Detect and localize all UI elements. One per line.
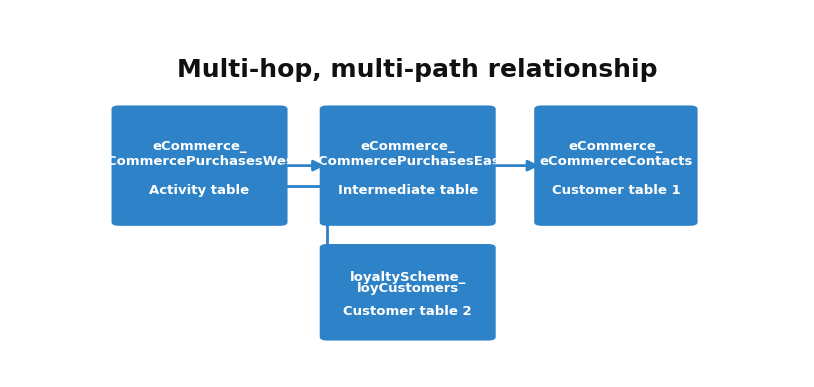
Text: Customer table 1: Customer table 1 <box>552 184 681 197</box>
FancyBboxPatch shape <box>112 105 287 226</box>
Text: Activity table: Activity table <box>150 184 250 197</box>
Text: eCommerce_: eCommerce_ <box>569 140 663 153</box>
FancyBboxPatch shape <box>320 105 496 226</box>
Text: eCommerce_: eCommerce_ <box>152 140 247 153</box>
Text: eCommerceContacts: eCommerceContacts <box>539 155 693 168</box>
Text: eCommerce_: eCommerce_ <box>361 140 455 153</box>
Text: loyCustomers: loyCustomers <box>357 282 459 295</box>
Text: Customer table 2: Customer table 2 <box>344 305 472 319</box>
FancyBboxPatch shape <box>320 244 496 341</box>
Text: Intermediate table: Intermediate table <box>338 184 478 197</box>
Text: eCommercePurchasesWest: eCommercePurchasesWest <box>98 155 300 168</box>
FancyBboxPatch shape <box>534 105 698 226</box>
Text: eCommercePurchasesEast: eCommercePurchasesEast <box>309 155 506 168</box>
Text: loyaltyScheme_: loyaltyScheme_ <box>349 271 466 284</box>
Text: Multi-hop, multi-path relationship: Multi-hop, multi-path relationship <box>177 58 658 82</box>
